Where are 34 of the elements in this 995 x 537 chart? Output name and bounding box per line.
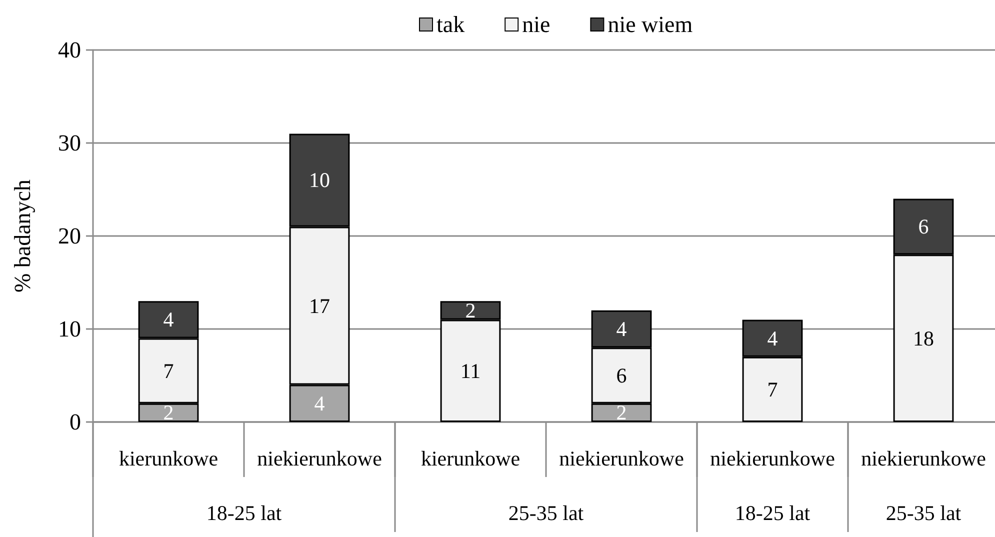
data-label: 6: [918, 214, 929, 239]
text: 18-25 lat: [734, 501, 810, 525]
data-label: 4: [767, 326, 778, 350]
data-label: 4: [314, 391, 326, 416]
legend-label: nie wiem: [608, 12, 693, 37]
data-label: 7: [767, 377, 778, 402]
x-tick-label: niekierunkowe: [257, 446, 382, 470]
y-tick-label: 0: [70, 410, 81, 434]
x-tick-label: kierunkowe: [420, 446, 520, 470]
data-label: 2: [465, 298, 476, 322]
y-axis-title: % badanych: [10, 178, 35, 293]
data-label: 4: [163, 308, 174, 332]
y-tick-label: 40: [58, 38, 81, 62]
data-label: 18: [913, 326, 934, 350]
data-label: 4: [616, 317, 628, 341]
legend-label: tak: [436, 12, 466, 37]
data-label: 6: [616, 364, 627, 388]
data-label: 17: [309, 294, 330, 318]
x-tick-label: niekierunkowe: [710, 446, 835, 470]
y-tick-label: 20: [58, 224, 81, 248]
x-tick-label: niekierunkowe: [861, 446, 986, 470]
data-label: 11: [460, 358, 481, 383]
y-tick-label: 10: [58, 316, 81, 342]
legend-label: nie: [522, 12, 550, 37]
data-label: 2: [616, 400, 627, 425]
y-tick-label: 30: [58, 130, 81, 156]
text: 18-25 lat: [206, 501, 282, 525]
data-label: 2: [163, 400, 174, 425]
text: 25-35 lat: [886, 501, 962, 525]
data-label: 10: [309, 168, 330, 192]
x-tick-label: kierunkowe: [118, 446, 218, 470]
data-label: 7: [163, 358, 174, 383]
x-tick-label: niekierunkowe: [559, 446, 684, 470]
text: 25-35 lat: [508, 501, 584, 525]
